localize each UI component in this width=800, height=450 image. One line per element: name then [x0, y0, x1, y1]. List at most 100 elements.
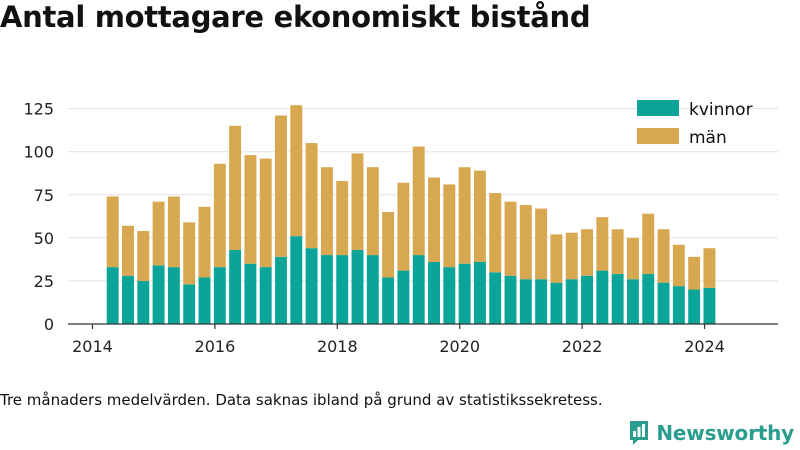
bar-chart: 0 25 50 75 100 125 2014 2016 2018 2020 2022 2024 k… [23, 100, 778, 356]
y-tick-label: 125 [23, 100, 54, 119]
y-tick-label: 25 [34, 272, 54, 291]
bar-kvinnor [611, 274, 624, 324]
x-tick-label: 2022 [562, 337, 603, 356]
bar-man [581, 229, 594, 276]
legend-swatch-kvinnor [637, 100, 679, 116]
bar-kvinnor [443, 267, 456, 324]
bar-man [657, 229, 670, 283]
bar-man [382, 212, 395, 278]
legend: kvinnor män [637, 100, 753, 148]
bar-kvinnor [473, 261, 486, 324]
bar-man [366, 167, 379, 256]
bar-man [290, 105, 303, 237]
bar-man [198, 206, 211, 278]
bar-kvinnor [351, 249, 364, 324]
legend-swatch-man [637, 128, 679, 144]
bar-man [275, 115, 287, 257]
bar-man [106, 196, 119, 268]
bar-kvinnor [137, 280, 150, 324]
bar-kvinnor [167, 267, 180, 324]
x-tick-label: 2018 [317, 337, 358, 356]
bar-man [244, 155, 257, 264]
bar-man [550, 234, 563, 283]
bar-man [626, 237, 639, 280]
bar-kvinnor [642, 274, 655, 324]
bar-kvinnor [626, 279, 639, 324]
brand-logo: Newsworthy [628, 419, 794, 447]
x-tick-label: 2024 [684, 337, 725, 356]
y-tick-label: 0 [44, 315, 54, 334]
bar-kvinnor [259, 267, 272, 324]
bar-man [183, 222, 196, 285]
bar-man [397, 182, 410, 271]
bar-kvinnor [336, 255, 349, 324]
bar-kvinnor [412, 255, 425, 324]
bar-man [137, 230, 150, 281]
bar-kvinnor [213, 267, 226, 324]
bar-kvinnor [504, 275, 517, 324]
bar-man [535, 208, 548, 280]
bar-kvinnor [581, 275, 594, 324]
bar-man [458, 167, 471, 264]
bar-kvinnor [550, 282, 563, 324]
bar-man [412, 146, 425, 256]
bar-man [703, 248, 716, 288]
bar-series [106, 105, 716, 324]
bar-kvinnor [229, 249, 242, 324]
bar-kvinnor [688, 289, 701, 324]
x-tick-label: 2016 [195, 337, 236, 356]
bar-man [152, 201, 165, 266]
bar-kvinnor [290, 236, 303, 324]
legend-label-kvinnor: kvinnor [689, 100, 753, 120]
bar-man [565, 232, 578, 280]
bar-kvinnor [489, 272, 502, 324]
bar-kvinnor [183, 284, 196, 324]
bar-man [672, 244, 685, 287]
y-tick-label: 100 [23, 143, 54, 162]
bar-kvinnor [657, 282, 670, 324]
brand-name: Newsworthy [656, 421, 794, 445]
bar-kvinnor [428, 261, 440, 324]
bar-kvinnor [382, 277, 395, 324]
newsworthy-logo-icon [630, 421, 649, 445]
bar-kvinnor [152, 265, 165, 324]
legend-label-man: män [689, 128, 727, 148]
bar-kvinnor [672, 286, 685, 324]
bar-man [443, 184, 456, 268]
y-tick-labels: 0 25 50 75 100 125 [23, 100, 54, 334]
bar-kvinnor [122, 275, 134, 324]
bar-man [351, 153, 364, 250]
bar-man [167, 196, 180, 268]
bar-kvinnor [397, 270, 410, 324]
bar-man [229, 125, 242, 250]
bar-kvinnor [305, 248, 318, 324]
bar-kvinnor [565, 279, 578, 324]
bar-kvinnor [320, 255, 333, 324]
bar-man [519, 205, 532, 280]
bar-man [122, 225, 134, 276]
axes [68, 323, 778, 329]
footnote: Tre månaders medelvärden. Data saknas ib… [0, 391, 603, 409]
bar-man [259, 158, 272, 268]
bar-man [305, 143, 318, 249]
x-tick-label: 2014 [72, 337, 113, 356]
bar-kvinnor [458, 263, 471, 324]
bar-kvinnor [596, 270, 609, 324]
x-tick-labels: 2014 2016 2018 2020 2022 2024 [72, 337, 725, 356]
chart-title: Antal mottagare ekonomiskt bistånd [0, 0, 591, 34]
bar-man [504, 201, 517, 276]
bar-kvinnor [275, 256, 287, 324]
bar-kvinnor [366, 255, 379, 324]
bar-kvinnor [535, 279, 548, 324]
bar-man [336, 180, 349, 256]
bar-kvinnor [198, 277, 211, 324]
bar-kvinnor [106, 267, 119, 324]
bar-kvinnor [519, 279, 532, 324]
y-tick-label: 50 [34, 229, 54, 248]
bar-man [611, 229, 624, 275]
x-tick-label: 2020 [439, 337, 480, 356]
bar-man [688, 256, 701, 290]
bar-man [596, 217, 609, 271]
y-tick-label: 75 [34, 186, 54, 205]
bar-man [213, 163, 226, 268]
